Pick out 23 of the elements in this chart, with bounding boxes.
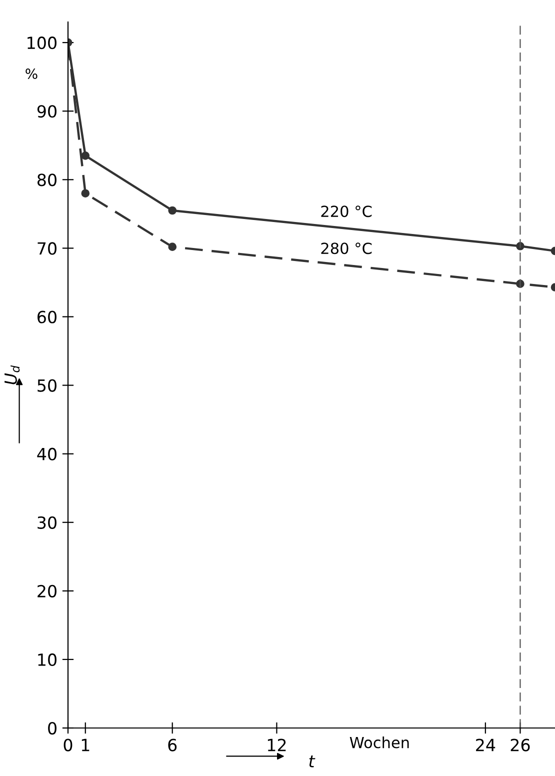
y-tick-label: 60 [38,310,56,324]
y-tick-label: 0 [48,722,56,735]
x-tick-label: 0 [64,738,72,752]
y-tick-label: 30 [38,516,56,529]
x-tick-label: 12 [268,738,286,752]
x-axis-title: t [309,756,316,768]
text: Wochen [350,736,409,748]
x-tick-label: 26 [510,738,530,752]
y-tick-label: 50 [38,379,56,392]
x-tick-label: 1 [82,738,90,752]
y-tick-label: 100 [28,36,56,50]
series-label: 280 °C [321,242,372,254]
x-tick-label: 6 [168,738,177,752]
series-label: 220 °C [321,206,372,218]
y-axis-title: U$_{d}$ [4,365,20,384]
x-tick-label: 24 [476,738,496,752]
y-tick-label: 20 [38,584,56,598]
y-tick-label: 70 [38,242,56,255]
y-tick-label: 90 [37,105,56,118]
y-tick-label: 80 [38,174,56,186]
y-tick-label: 40 [37,448,56,460]
y-tick-label: 10 [38,653,56,666]
text: % [26,68,38,79]
